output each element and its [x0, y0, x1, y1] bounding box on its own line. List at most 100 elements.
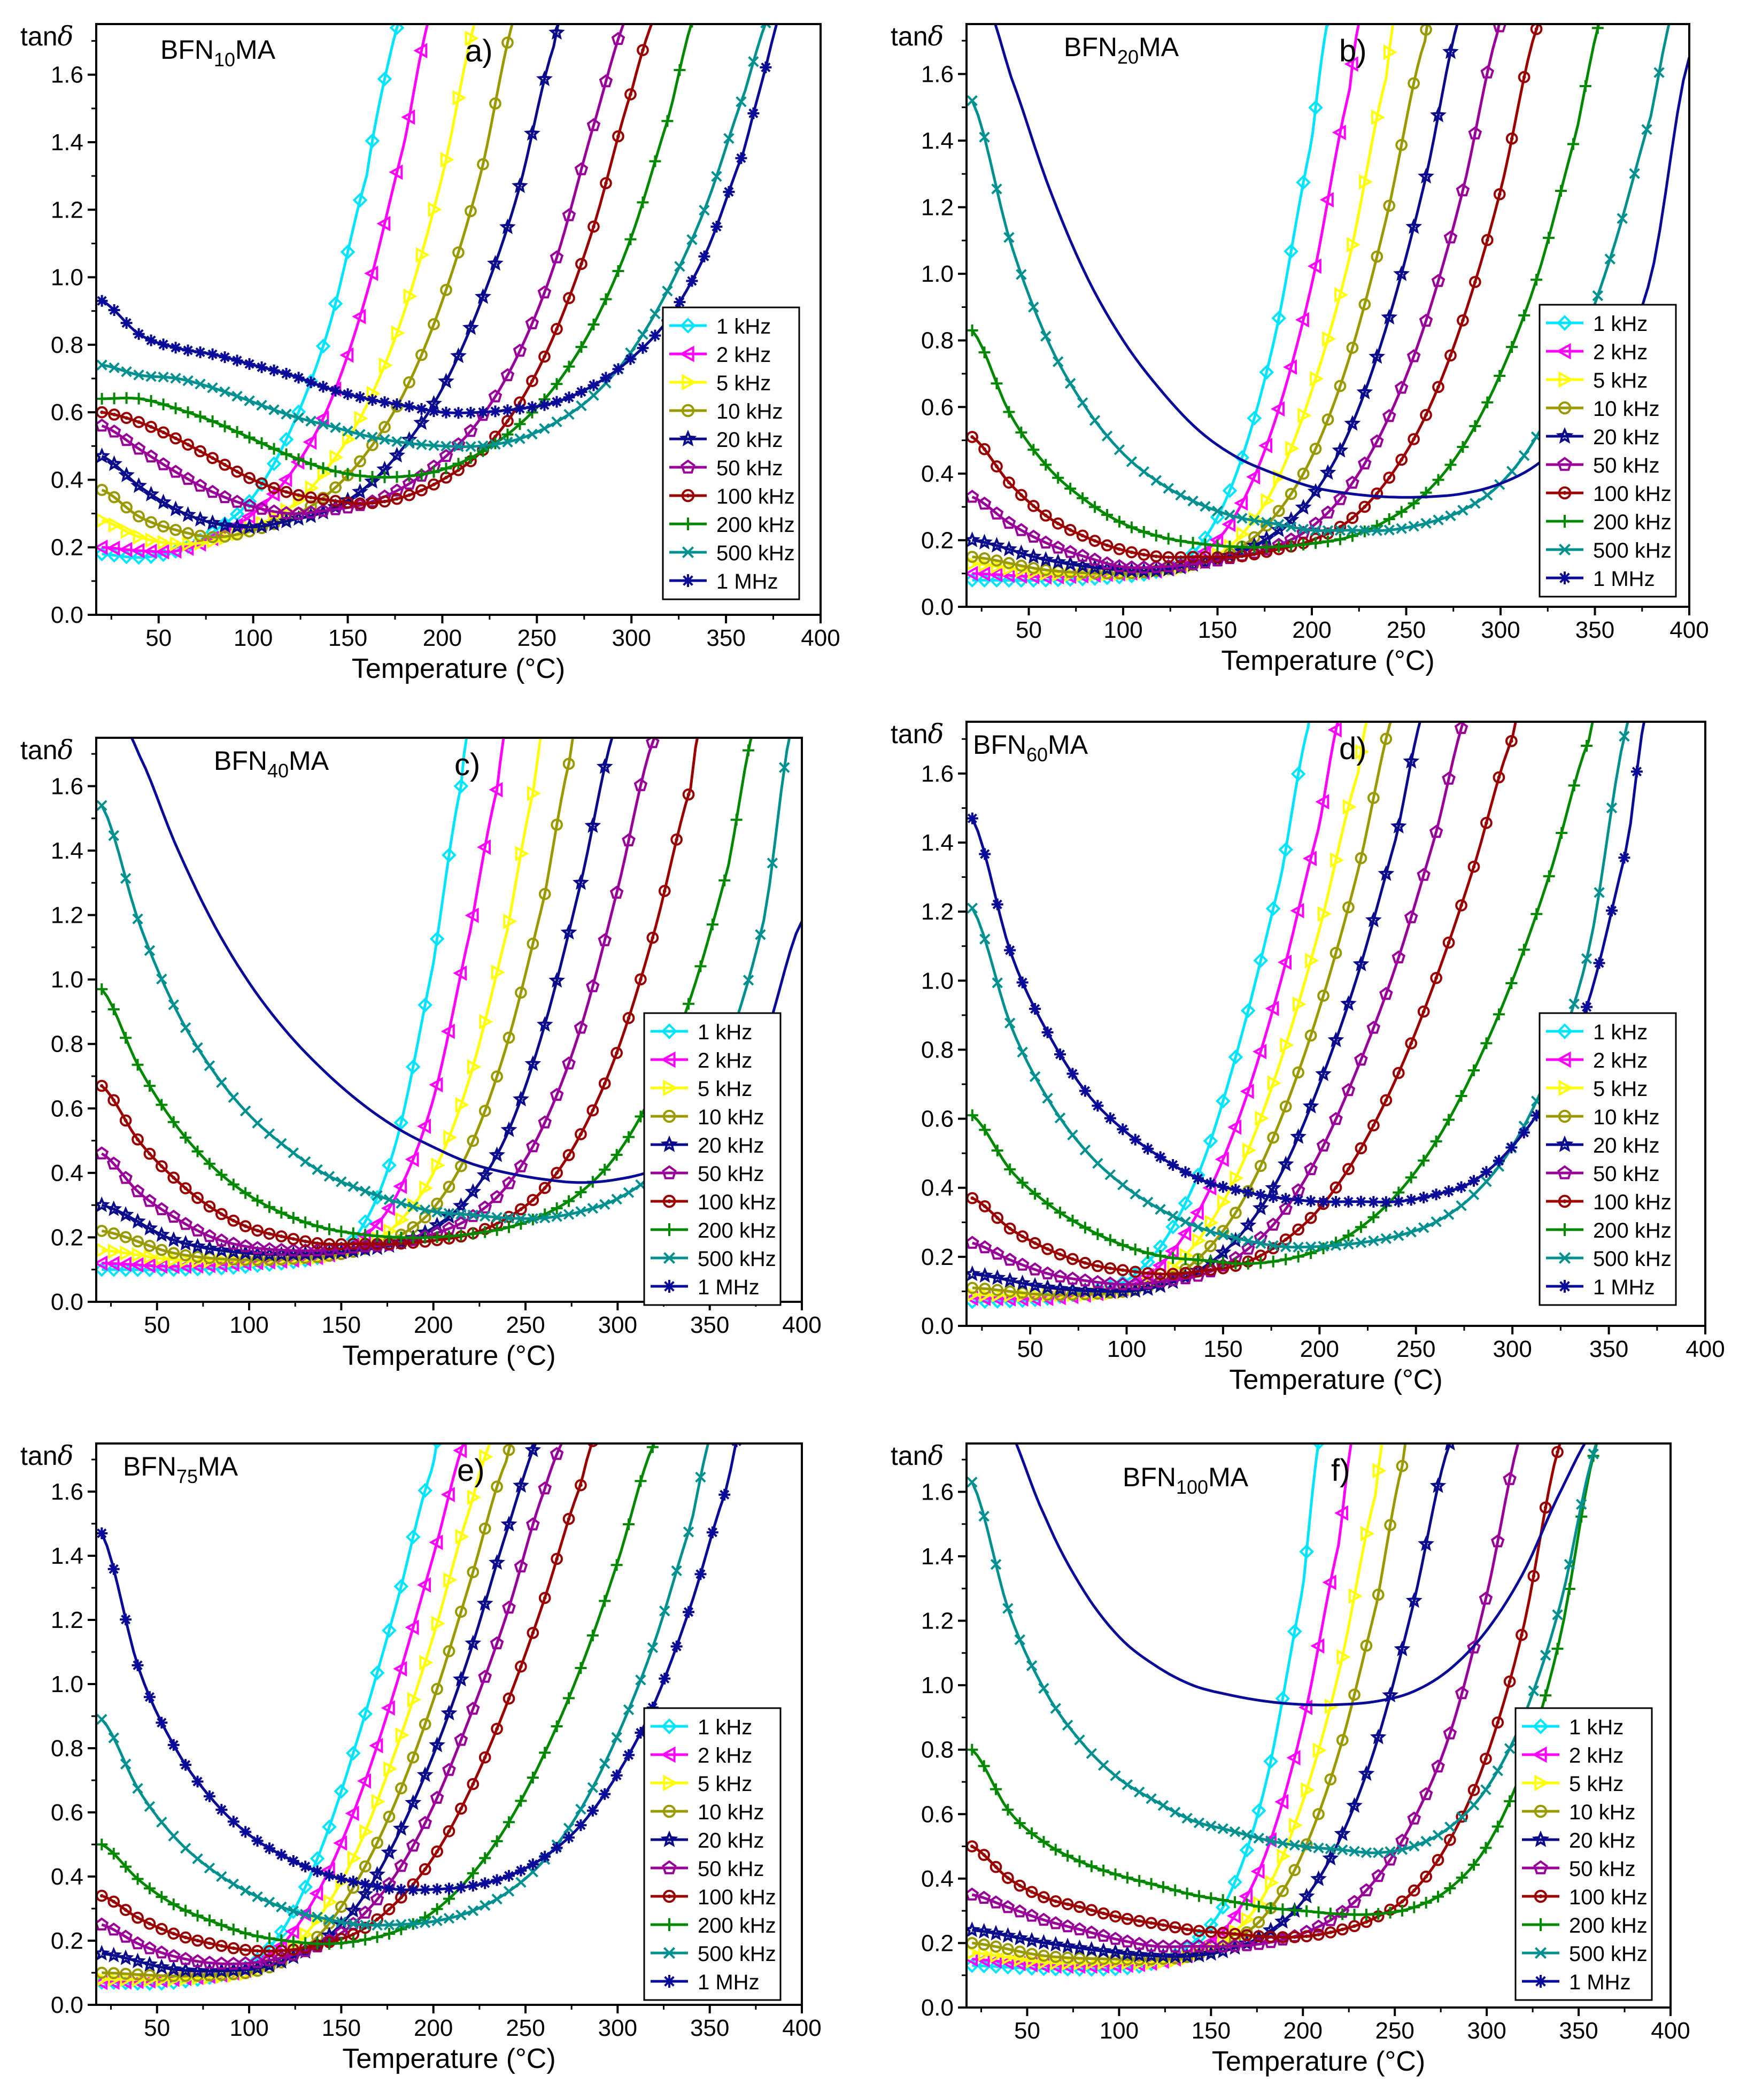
data-point [132, 913, 143, 924]
data-point [335, 1225, 347, 1238]
data-point [180, 1253, 194, 1269]
data-point [551, 1553, 563, 1565]
data-point [121, 366, 132, 377]
data-point [155, 493, 172, 509]
data-point [231, 354, 243, 367]
data-point-dot [1065, 1902, 1070, 1906]
data-point [1442, 43, 1459, 59]
data-point [1212, 505, 1223, 517]
data-point [1329, 947, 1342, 959]
data-point [141, 1956, 158, 1972]
data-point [1443, 1726, 1457, 1740]
data-point [1312, 1808, 1325, 1820]
data-point-dot [1209, 1268, 1212, 1272]
data-point [118, 466, 135, 482]
data-point [625, 3, 636, 13]
data-point [659, 1672, 671, 1685]
data-point-dot [1032, 504, 1035, 508]
data-point [276, 1138, 287, 1149]
y-tick-label: 0.4 [51, 1864, 83, 1890]
data-point [649, 155, 661, 167]
data-point [117, 1949, 134, 1965]
data-point [1001, 541, 1017, 557]
data-point [244, 395, 255, 406]
data-point [156, 457, 171, 470]
data-point [1617, 213, 1628, 224]
data-point [1342, 799, 1357, 815]
data-point [575, 1128, 587, 1140]
legend-entry: 1 kHz [716, 315, 771, 338]
data-point [635, 973, 647, 986]
data-point [455, 1229, 467, 1241]
data-point [1321, 505, 1335, 519]
data-point [419, 1863, 431, 1875]
data-point [381, 1200, 395, 1216]
data-point [1324, 1926, 1337, 1939]
data-point [463, 423, 478, 437]
data-point [263, 1201, 275, 1213]
data-point-dot [123, 1118, 128, 1123]
data-point [1417, 868, 1431, 881]
legend-marker [662, 1165, 677, 1179]
data-point [637, 196, 649, 209]
y-axis-title: tanδ [891, 21, 944, 52]
data-point [1049, 1895, 1062, 1908]
data-point [1618, 852, 1630, 864]
data-point [266, 486, 280, 502]
data-point [548, 24, 565, 40]
data-point-dot [280, 1234, 283, 1238]
data-point [1262, 1921, 1279, 1937]
data-point-dot [1281, 1935, 1285, 1939]
data-point [967, 325, 978, 337]
data-point [1296, 175, 1311, 190]
data-point [143, 1240, 156, 1252]
data-point [978, 1849, 991, 1861]
data-point [1408, 497, 1420, 509]
data-point [145, 532, 159, 548]
data-point [133, 369, 144, 381]
data-point [1077, 492, 1089, 504]
data-point [574, 1021, 588, 1034]
data-point-dot [1043, 514, 1048, 518]
series-markers-200-khz [967, 739, 1593, 1270]
data-point [372, 1190, 383, 1201]
data-point-dot [272, 486, 276, 490]
data-point [1480, 1166, 1493, 1178]
data-point-dot [387, 1242, 391, 1246]
data-point [1418, 1154, 1430, 1167]
data-point [1002, 1804, 1014, 1816]
data-point [1316, 1138, 1331, 1152]
data-point [1367, 792, 1380, 804]
data-point [381, 1700, 395, 1716]
data-point [253, 518, 270, 534]
data-point [1393, 1195, 1405, 1208]
data-point [107, 1003, 120, 1015]
series-markers-20-khz [967, 1443, 1455, 1964]
data-point-dot [531, 1198, 535, 1202]
data-point [1396, 1844, 1408, 1855]
data-point [1092, 1287, 1104, 1300]
data-point [538, 1182, 551, 1194]
data-point [1310, 371, 1324, 387]
data-point [563, 1823, 575, 1834]
data-point [354, 411, 368, 427]
data-point [560, 924, 577, 940]
data-point [637, 329, 648, 340]
data-point [1392, 950, 1406, 963]
data-point [1334, 524, 1346, 536]
data-point [612, 130, 624, 143]
data-point [389, 24, 405, 35]
data-point [991, 183, 1002, 195]
data-point [1051, 541, 1065, 554]
data-point [1162, 532, 1174, 545]
data-point [264, 1896, 275, 1908]
x-tick-label: 300 [598, 1312, 637, 1338]
y-tick-label: 0.0 [921, 1995, 954, 2021]
data-point [1653, 67, 1665, 78]
data-point [596, 758, 613, 774]
data-point-dot [699, 720, 702, 724]
data-point [182, 344, 194, 357]
data-point [1061, 1919, 1075, 1933]
x-tick-label: 150 [1192, 2018, 1231, 2044]
data-point [1346, 512, 1359, 524]
